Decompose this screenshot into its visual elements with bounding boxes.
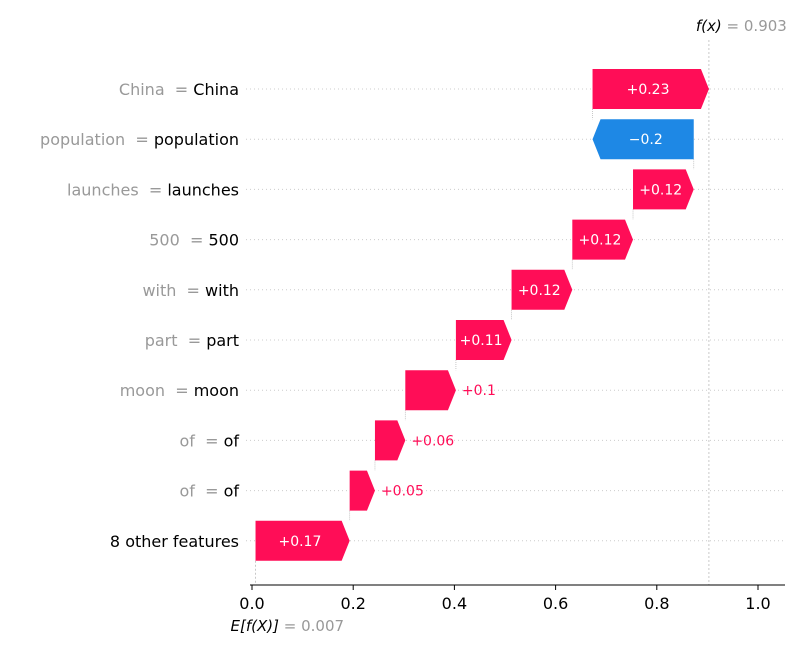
feature-label: with = with [142, 281, 239, 300]
x-tick-label: 0.6 [543, 594, 568, 613]
feature-value: China [193, 80, 239, 99]
bar-value-label: +0.17 [278, 534, 321, 550]
bar [455, 320, 512, 360]
x-tick-label: 0.2 [340, 594, 365, 613]
feature-label: moon = moon [120, 381, 239, 400]
feature-value: of [224, 431, 240, 450]
base-value-annotation: E[f(X)] = 0.007 [231, 617, 344, 635]
feature-name: of = [179, 431, 223, 450]
feature-name: population = [40, 130, 154, 149]
bar-value-label: +0.1 [462, 383, 496, 399]
feature-name: China = [119, 80, 193, 99]
feature-value: 8 other features [110, 532, 239, 551]
bar-value-label: +0.05 [381, 484, 424, 500]
feature-label: launches = launches [67, 180, 239, 199]
output-label: f(x) [696, 17, 727, 35]
bar [592, 69, 709, 109]
bar [592, 119, 694, 160]
bar-value-label: −0.2 [629, 132, 663, 148]
feature-value: of [224, 482, 240, 501]
bar [255, 520, 350, 561]
bar [572, 219, 634, 260]
feature-name: moon = [120, 381, 194, 400]
bar [374, 420, 406, 461]
bar [633, 169, 694, 210]
x-tick-label: 0.8 [644, 594, 669, 613]
feature-value: part [206, 331, 239, 350]
feature-value: 500 [208, 231, 239, 250]
bar-value-label: +0.12 [579, 233, 622, 249]
feature-label: 500 = 500 [149, 231, 239, 250]
x-tick-label: 0.0 [239, 594, 264, 613]
base-label: E[f(X)] [231, 617, 284, 635]
bar [405, 370, 456, 411]
feature-label: China = China [119, 80, 239, 99]
bar-value-label: +0.06 [411, 433, 454, 449]
feature-value: launches [167, 180, 239, 199]
feature-name: launches = [67, 180, 167, 199]
bar [349, 470, 375, 511]
feature-label: part = part [145, 331, 239, 350]
output-value-text: = 0.903 [727, 17, 787, 35]
x-tick-label: 1.0 [745, 594, 770, 613]
output-value-annotation: f(x) = 0.903 [696, 17, 787, 35]
feature-name: of = [179, 482, 223, 501]
bar-value-label: +0.12 [639, 182, 682, 198]
feature-value: moon [194, 381, 239, 400]
x-tick-label: 0.4 [442, 594, 467, 613]
bar [511, 269, 573, 310]
bar-value-label: +0.11 [460, 333, 503, 349]
bar-value-label: +0.23 [627, 82, 670, 98]
bar-value-label: +0.12 [518, 283, 561, 299]
feature-value: population [154, 130, 239, 149]
feature-label: of = of [179, 482, 239, 501]
feature-label: of = of [179, 431, 239, 450]
feature-name: part = [145, 331, 206, 350]
feature-name: 500 = [149, 231, 208, 250]
feature-label: population = population [40, 130, 239, 149]
feature-name: with = [142, 281, 205, 300]
feature-value: with [205, 281, 239, 300]
base-value-text: = 0.007 [284, 617, 344, 635]
feature-label: 8 other features [110, 532, 239, 551]
